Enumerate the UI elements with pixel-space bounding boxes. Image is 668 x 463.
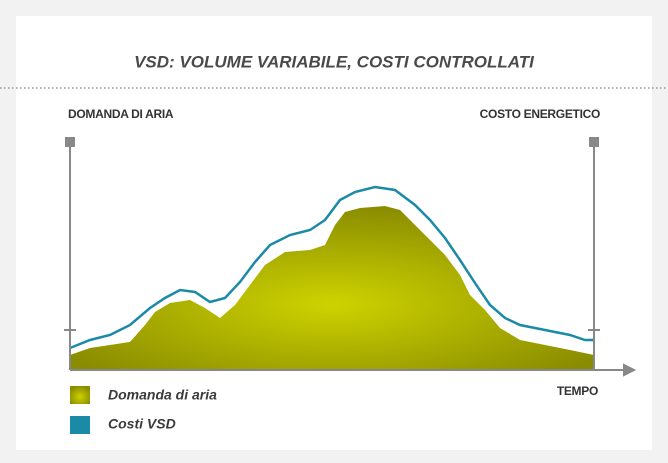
right-axis-label: COSTO ENERGETICO bbox=[480, 107, 600, 121]
legend-swatch bbox=[70, 416, 90, 434]
axes bbox=[64, 137, 637, 377]
x-arrow bbox=[623, 363, 637, 377]
legend-label: Domanda di aria bbox=[108, 387, 217, 403]
title: VSD: VOLUME VARIABILE, COSTI CONTROLLATI bbox=[134, 52, 535, 71]
legend-swatch bbox=[70, 386, 90, 404]
x-axis-label: TEMPO bbox=[557, 384, 598, 398]
left-axis-label: DOMANDA DI ARIA bbox=[68, 107, 174, 121]
axis-cap bbox=[589, 137, 599, 147]
cost-line bbox=[69, 185, 594, 350]
legend-label: Costi VSD bbox=[108, 416, 176, 432]
demand-area bbox=[70, 206, 594, 370]
axis-cap bbox=[65, 137, 75, 147]
